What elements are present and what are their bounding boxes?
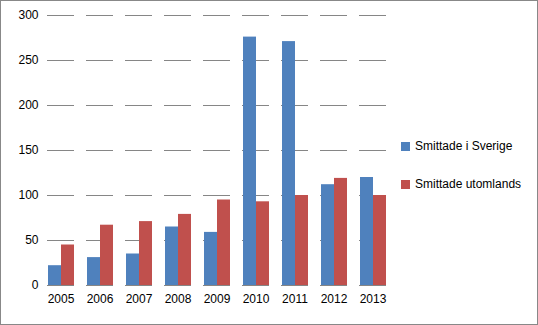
svg-text:2008: 2008 bbox=[165, 292, 192, 306]
svg-text:250: 250 bbox=[18, 53, 38, 67]
svg-text:150: 150 bbox=[18, 143, 38, 157]
svg-text:300: 300 bbox=[18, 8, 38, 22]
svg-text:2012: 2012 bbox=[321, 292, 348, 306]
svg-text:2011: 2011 bbox=[282, 292, 308, 306]
svg-text:2010: 2010 bbox=[243, 292, 270, 306]
svg-text:200: 200 bbox=[18, 98, 38, 112]
svg-text:2007: 2007 bbox=[126, 292, 153, 306]
html-text:Smittade utomlands: Smittade utomlands bbox=[415, 177, 522, 191]
svg-text:2013: 2013 bbox=[360, 292, 387, 306]
svg-text:2006: 2006 bbox=[87, 292, 114, 306]
svg-text:2009: 2009 bbox=[204, 292, 231, 306]
html-text:Smittade i Sverige: Smittade i Sverige bbox=[415, 139, 513, 153]
svg-text:0: 0 bbox=[32, 278, 39, 292]
svg-text:50: 50 bbox=[25, 233, 39, 247]
svg-text:100: 100 bbox=[18, 188, 38, 202]
svg-text:2005: 2005 bbox=[48, 292, 75, 306]
